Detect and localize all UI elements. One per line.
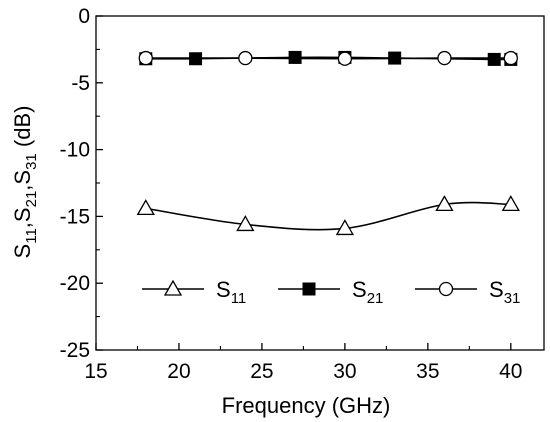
x-tick-label: 20 xyxy=(167,360,190,383)
data-point xyxy=(435,195,454,212)
x-tick-label: 25 xyxy=(250,360,273,383)
legend-item: S31 xyxy=(415,277,520,307)
x-axis-title: Frequency (GHz) xyxy=(222,393,391,418)
legend-label: S21 xyxy=(352,277,383,307)
data-point xyxy=(501,195,520,212)
y-tick-label: -5 xyxy=(71,72,90,95)
y-tick-label: -10 xyxy=(60,139,90,162)
series-S11 xyxy=(136,195,520,236)
data-point xyxy=(337,51,353,66)
data-point xyxy=(503,50,518,66)
data-point xyxy=(236,215,255,232)
legend-marker xyxy=(302,282,316,296)
series-layer xyxy=(136,50,520,236)
y-tick-label: -20 xyxy=(60,272,90,295)
plot-frame xyxy=(95,15,545,351)
legend: S11 S21 S31 xyxy=(142,277,520,307)
y-tick-label: 0 xyxy=(78,5,90,28)
y-axis: 0 -5 -10 -15 -20 -25 xyxy=(60,5,103,362)
x-tick-label: 40 xyxy=(499,360,522,383)
legend-marker xyxy=(438,281,454,297)
data-point xyxy=(288,50,302,64)
data-point xyxy=(487,52,501,66)
y-axis-title: S11,S21,S31 (dB) xyxy=(10,106,40,259)
x-tick-label: 30 xyxy=(333,360,356,383)
x-tick-label: 15 xyxy=(84,360,107,383)
data-point xyxy=(238,50,253,66)
series-S31 xyxy=(138,50,518,66)
legend-marker xyxy=(163,279,183,296)
data-point xyxy=(138,50,153,66)
series-line xyxy=(145,57,511,60)
series-line xyxy=(145,201,511,231)
legend-item: S21 xyxy=(278,277,383,307)
legend-label: S11 xyxy=(216,277,246,307)
y-tick-label: -15 xyxy=(60,205,90,228)
plot-area xyxy=(95,15,545,351)
data-point xyxy=(437,50,452,66)
data-point xyxy=(136,199,155,216)
data-point xyxy=(335,219,355,236)
y-tick-label: -25 xyxy=(60,339,90,362)
x-axis: 15 20 25 30 35 40 xyxy=(84,343,522,383)
legend-item: S11 xyxy=(142,277,246,307)
legend-label: S31 xyxy=(489,277,520,307)
x-tick-label: 35 xyxy=(416,360,439,383)
